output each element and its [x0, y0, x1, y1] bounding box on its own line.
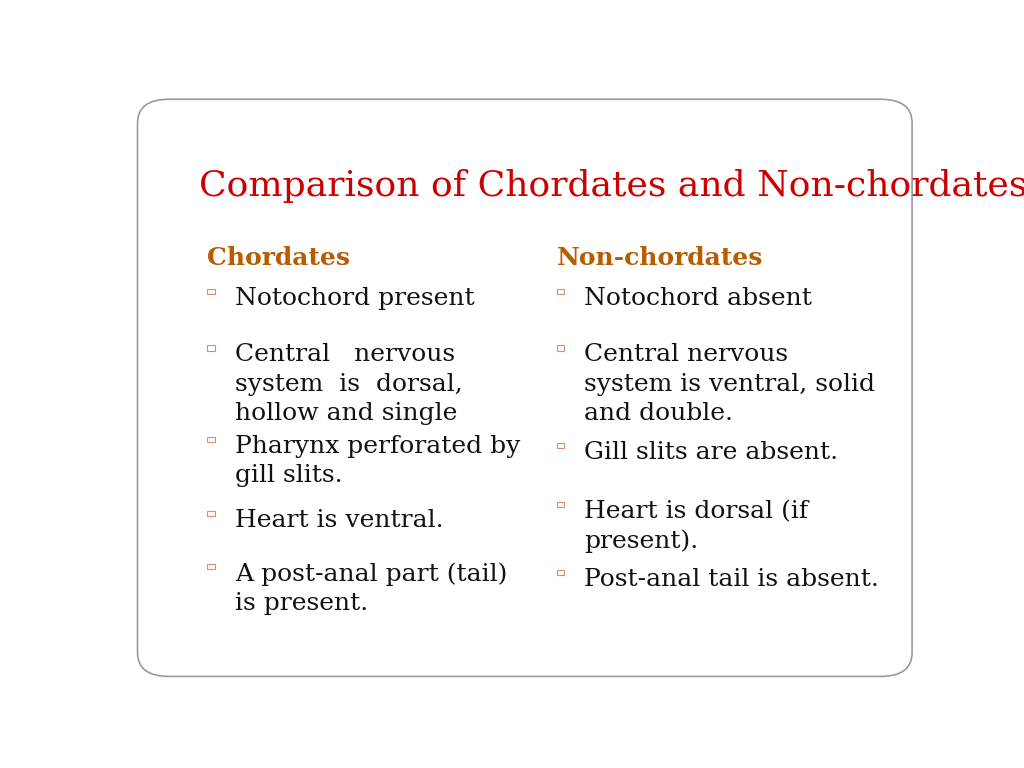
Text: Comparison of Chordates and Non-chordates: Comparison of Chordates and Non-chordate… [200, 169, 1024, 203]
Text: Central   nervous
system  is  dorsal,
hollow and single: Central nervous system is dorsal, hollow… [236, 343, 463, 425]
Text: Heart is dorsal (if
present).: Heart is dorsal (if present). [585, 500, 808, 553]
Text: Central nervous
system is ventral, solid
and double.: Central nervous system is ventral, solid… [585, 343, 876, 425]
Text: Heart is ventral.: Heart is ventral. [236, 509, 443, 532]
Text: Post-anal tail is absent.: Post-anal tail is absent. [585, 568, 880, 591]
Text: Gill slits are absent.: Gill slits are absent. [585, 441, 839, 464]
Text: A post-anal part (tail)
is present.: A post-anal part (tail) is present. [236, 562, 508, 615]
Text: Notochord absent: Notochord absent [585, 287, 812, 310]
Text: Notochord present: Notochord present [236, 287, 475, 310]
Text: Chordates: Chordates [207, 246, 350, 270]
Text: Pharynx perforated by
gill slits.: Pharynx perforated by gill slits. [236, 435, 520, 488]
FancyBboxPatch shape [137, 99, 912, 677]
Text: Non-chordates: Non-chordates [557, 246, 763, 270]
